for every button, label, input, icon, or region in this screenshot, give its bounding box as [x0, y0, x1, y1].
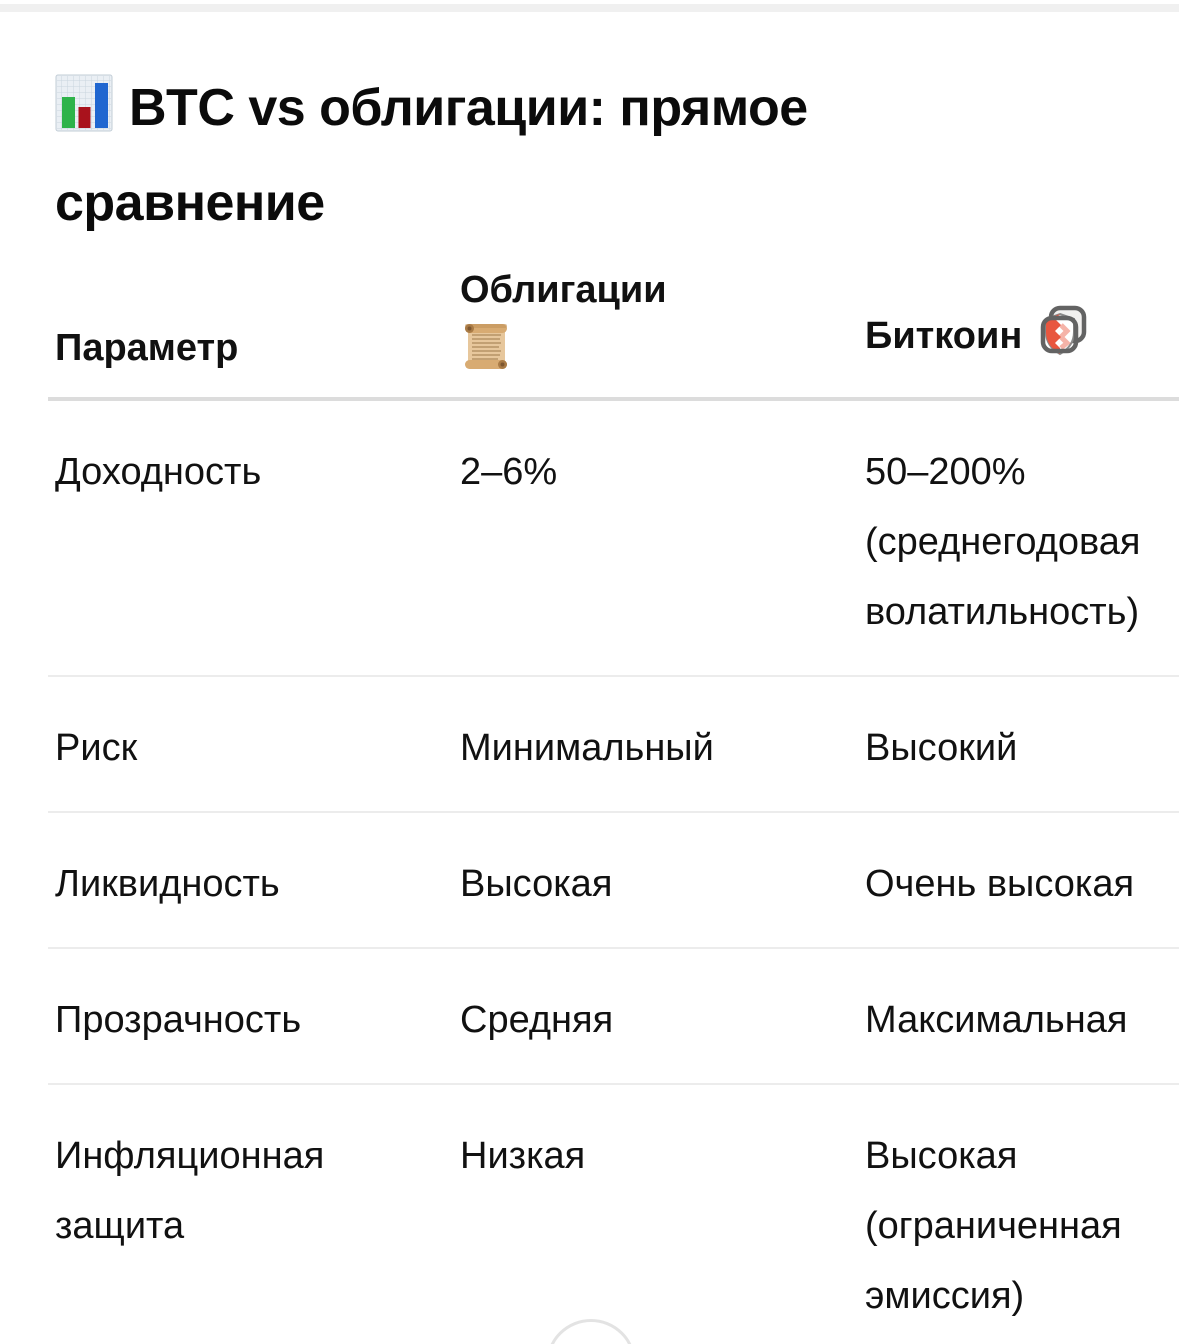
page-title: BTC vs облигации: прямое сравнение [55, 64, 985, 247]
cell-parameter: Ликвидность [48, 812, 455, 949]
cell-parameter: Доходность [48, 399, 455, 677]
cell-parameter: Прозрачность [48, 948, 455, 1085]
cell-bitcoin: Высокий [860, 676, 1179, 813]
shield-badge-icon [1034, 302, 1090, 375]
bar-chart-icon [55, 71, 113, 159]
table-row: Доходность 2–6% 50–200% (среднегодовая в… [48, 399, 1179, 677]
table-row: Риск Минимальный Высокий [48, 676, 1179, 813]
cell-parameter: Риск [48, 676, 455, 813]
table-row: Ликвидность Высокая Очень высокая [48, 812, 1179, 949]
scroll-icon [460, 319, 860, 375]
column-header-bitcoin: Биткоин [860, 263, 1179, 401]
cell-bonds: Средняя [455, 948, 860, 1085]
comparison-table: Параметр Облигации [48, 263, 1179, 1344]
table-row: Инфляционная защита Низкая Высокая (огра… [48, 1084, 1179, 1344]
cell-bitcoin: Очень высокая [860, 812, 1179, 949]
previous-block-edge [0, 4, 1179, 12]
cell-bonds: 2–6% [455, 399, 860, 677]
cell-bitcoin: Максимальная [860, 948, 1179, 1085]
table-row: Прозрачность Средняя Максимальная [48, 948, 1179, 1085]
header-row: Параметр Облигации [48, 263, 1179, 401]
column-header-bonds: Облигации [455, 263, 860, 401]
cell-bitcoin: 50–200% (среднегодовая волатильность) [860, 399, 1179, 677]
page-title-text: BTC vs облигации: прямое сравнение [55, 79, 808, 232]
cell-bonds: Низкая [460, 1135, 586, 1177]
cell-parameter: Инфляционная защита [55, 1135, 325, 1247]
column-header-parameter: Параметр [48, 263, 455, 401]
cell-bonds: Высокая [455, 812, 860, 949]
cell-bonds: Минимальный [455, 676, 860, 813]
cell-bitcoin: Высокая (ограниченная эмиссия) [865, 1135, 1122, 1317]
